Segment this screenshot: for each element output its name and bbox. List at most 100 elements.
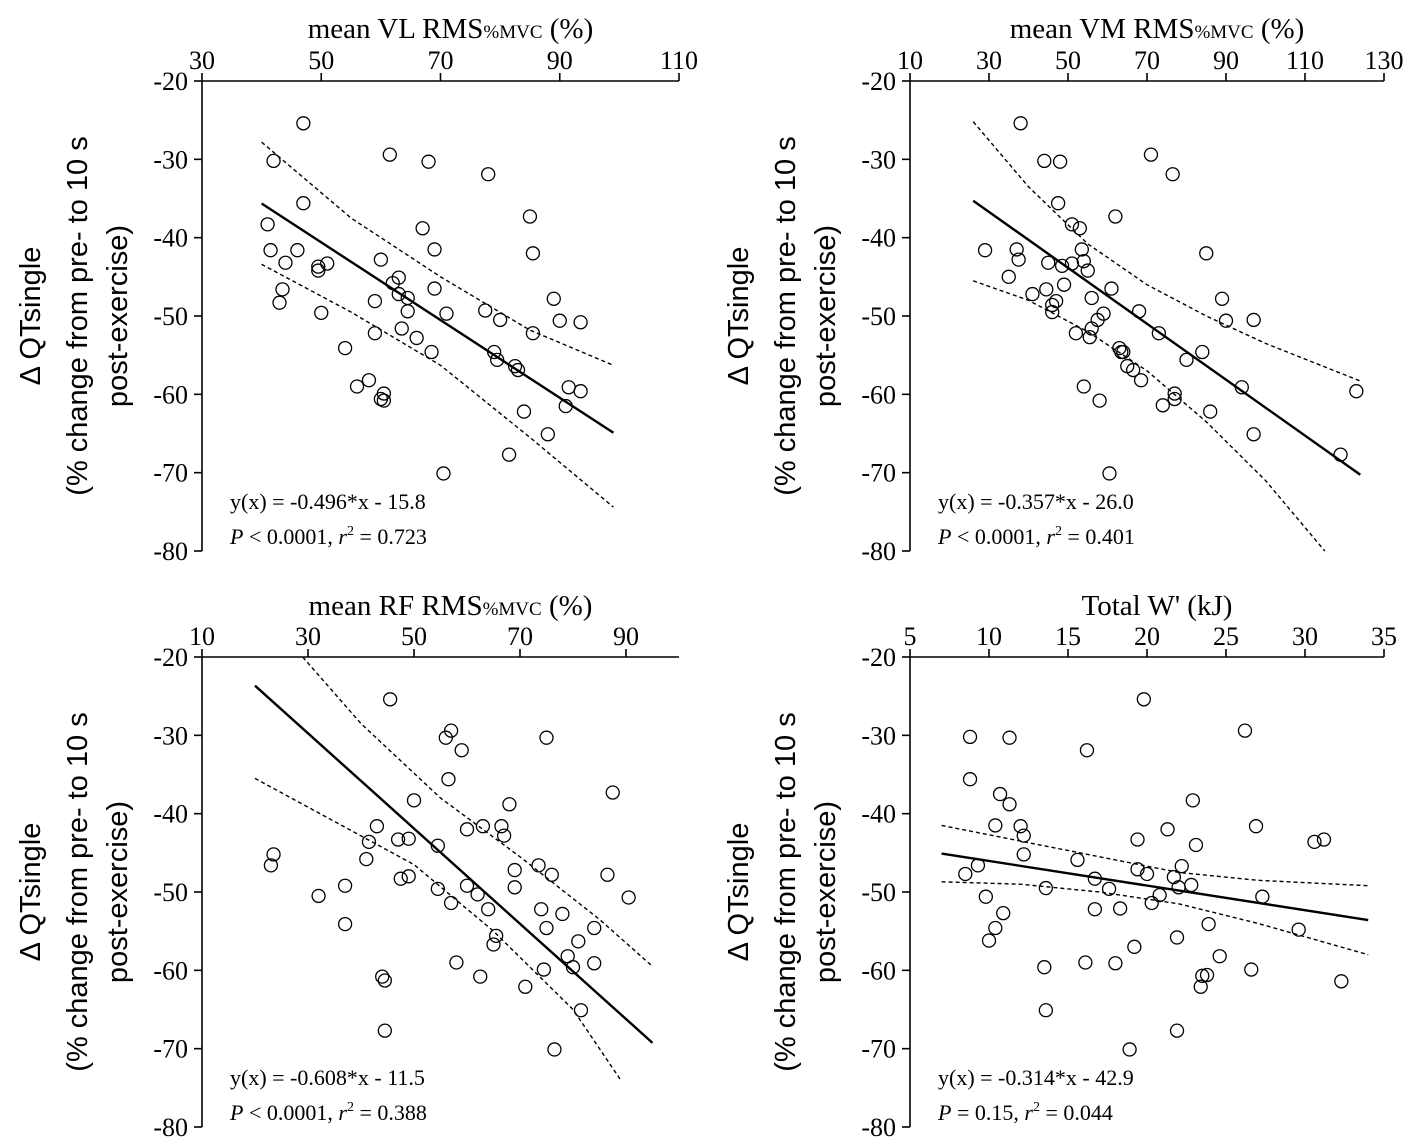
data-point — [502, 797, 517, 812]
confidence-band-upper — [941, 824, 1369, 887]
data-point — [1155, 398, 1170, 413]
y-tick-label: -70 — [153, 1035, 188, 1064]
data-point — [531, 858, 546, 873]
data-point — [367, 326, 383, 341]
confidence-band-upper — [261, 141, 614, 366]
data-point — [1002, 730, 1017, 745]
y-tick-label: -60 — [861, 380, 896, 409]
data-point — [1080, 263, 1095, 278]
data-point — [1039, 282, 1054, 297]
data-point — [1068, 326, 1084, 341]
x-tick-label: 70 — [428, 46, 454, 75]
data-point — [272, 295, 287, 310]
y-tick-label: -40 — [153, 224, 188, 253]
data-point — [1193, 979, 1208, 994]
data-point — [507, 880, 522, 895]
data-point — [320, 256, 335, 271]
data-point — [1064, 256, 1080, 271]
data-point — [1013, 116, 1028, 131]
data-point — [561, 380, 576, 395]
data-point — [486, 937, 501, 952]
data-point — [1199, 246, 1214, 261]
data-point — [278, 255, 293, 270]
x-tick-label: 10 — [189, 622, 215, 651]
data-point — [1045, 297, 1060, 313]
data-point — [516, 404, 532, 419]
x-tick-label: 90 — [613, 622, 639, 651]
data-point — [421, 154, 436, 169]
data-point — [391, 286, 406, 302]
data-point — [487, 344, 502, 360]
x-tick-label: 10 — [897, 46, 923, 75]
x-tick-label: 15 — [1055, 622, 1081, 651]
data-point — [1174, 859, 1189, 874]
y-tick-label: -70 — [861, 1035, 896, 1064]
x-tick-label: 10 — [976, 622, 1002, 651]
data-point — [1011, 252, 1026, 267]
data-point — [507, 358, 523, 374]
data-point — [1160, 822, 1175, 837]
data-point — [978, 889, 993, 904]
data-point — [1167, 386, 1182, 401]
confidence-band-upper — [302, 656, 653, 967]
data-point — [501, 447, 517, 462]
y-tick-label: -30 — [153, 721, 188, 750]
y-tick-label: -50 — [861, 302, 896, 331]
x-tick-label: 5 — [904, 622, 917, 651]
data-point — [296, 116, 311, 131]
data-point — [1333, 447, 1348, 462]
confidence-band-upper — [972, 121, 1361, 382]
data-point — [443, 895, 459, 911]
y-axis-title-line1: Δ QTsingle — [15, 823, 47, 962]
data-point — [1291, 922, 1306, 937]
regression-equation: y(x) = -0.357*x - 26.0 — [938, 489, 1134, 514]
data-point — [367, 293, 383, 309]
data-point — [1037, 153, 1052, 169]
data-point — [1199, 967, 1215, 983]
data-point — [337, 340, 353, 356]
data-point — [981, 933, 997, 948]
data-point — [311, 263, 326, 278]
data-point — [547, 1042, 562, 1057]
data-point — [996, 906, 1011, 921]
data-point — [573, 1003, 589, 1018]
x-tick-label: 50 — [401, 622, 427, 651]
data-point — [546, 291, 561, 306]
data-point — [507, 862, 522, 878]
y-axis-title-line2: (% change from pre- to 10 s — [770, 712, 802, 1071]
y-axis-title-line2: (% change from pre- to 10 s — [770, 136, 802, 495]
x-tick-label: 50 — [308, 46, 334, 75]
data-point — [1307, 834, 1322, 850]
data-point — [1025, 286, 1040, 302]
y-tick-label: -40 — [153, 800, 188, 829]
y-tick-label: -30 — [861, 721, 896, 750]
data-point — [475, 819, 491, 834]
data-point — [311, 888, 326, 904]
y-tick-label: -70 — [861, 459, 896, 488]
y-axis-title-line3: post-exercise) — [102, 801, 134, 983]
y-tick-label: -60 — [153, 380, 188, 409]
confidence-band-lower — [254, 777, 622, 1081]
x-axis-title: mean RF RMS%MVC (%) — [309, 590, 593, 622]
data-point — [1101, 881, 1117, 897]
x-axis-title: Total W' (kJ) — [1082, 590, 1233, 622]
data-point — [401, 869, 416, 884]
data-point — [337, 916, 353, 932]
data-point — [373, 252, 389, 267]
data-point — [406, 793, 422, 808]
data-point — [988, 818, 1003, 833]
data-point — [361, 834, 377, 850]
data-point — [1038, 1003, 1054, 1018]
data-point — [1112, 901, 1128, 916]
data-point — [459, 878, 475, 893]
data-point — [290, 243, 305, 258]
data-point — [430, 838, 446, 853]
data-point — [1041, 255, 1056, 270]
data-point — [977, 243, 993, 258]
data-point — [1087, 871, 1103, 886]
data-point — [555, 906, 570, 922]
data-point — [1116, 344, 1131, 360]
data-point — [1056, 277, 1072, 292]
data-point — [558, 398, 573, 414]
y-tick-label: -60 — [861, 956, 896, 985]
